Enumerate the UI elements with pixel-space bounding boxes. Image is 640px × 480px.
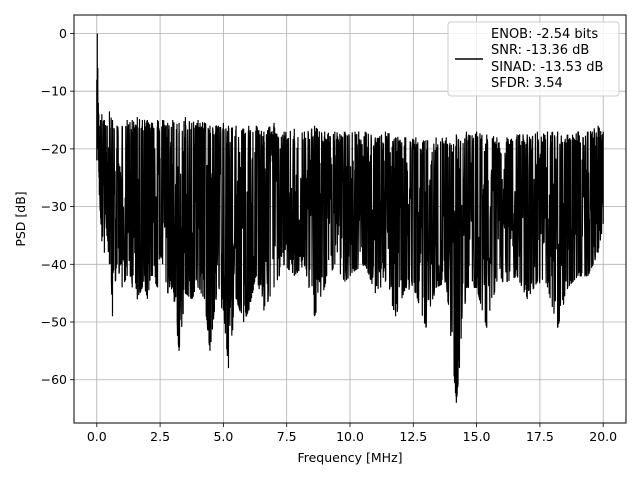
y-tick-label: −20 (41, 141, 67, 156)
x-tick-label: 15.0 (463, 429, 491, 444)
x-axis-ticks: 0.0 2.5 5.0 7.5 10.0 12.5 15.0 17.5 20.0 (87, 423, 617, 444)
x-tick-label: 7.5 (277, 429, 297, 444)
x-axis-label: Frequency [MHz] (297, 450, 402, 465)
x-tick-label: 17.5 (526, 429, 554, 444)
y-tick-label: −40 (41, 257, 67, 272)
legend-text-enob: ENOB: -2.54 bits (491, 27, 598, 42)
legend-box (447, 21, 620, 97)
y-tick-label: −60 (41, 372, 67, 387)
y-axis-ticks: 0 −10 −20 −30 −40 −50 −60 (41, 26, 74, 387)
x-tick-label: 12.5 (399, 429, 427, 444)
x-tick-label: 2.5 (150, 429, 170, 444)
legend-text-snr: SNR: -13.36 dB (491, 43, 589, 58)
legend: ENOB: -2.54 bits SNR: -13.36 dB SINAD: -… (447, 21, 620, 97)
legend-text-sfdr: SFDR: 3.54 (491, 76, 563, 91)
x-tick-label: 5.0 (213, 429, 233, 444)
x-tick-label: 0.0 (87, 429, 107, 444)
y-tick-label: −10 (41, 84, 67, 99)
legend-text-sinad: SINAD: -13.53 dB (491, 60, 603, 75)
y-tick-label: −30 (41, 199, 67, 214)
x-tick-label: 20.0 (589, 429, 617, 444)
y-tick-label: −50 (41, 315, 67, 330)
x-tick-label: 10.0 (336, 429, 364, 444)
y-axis-label: PSD [dB] (13, 191, 28, 246)
psd-series-line (96, 33, 604, 403)
series-layer (96, 33, 604, 403)
y-tick-label: 0 (59, 26, 67, 41)
